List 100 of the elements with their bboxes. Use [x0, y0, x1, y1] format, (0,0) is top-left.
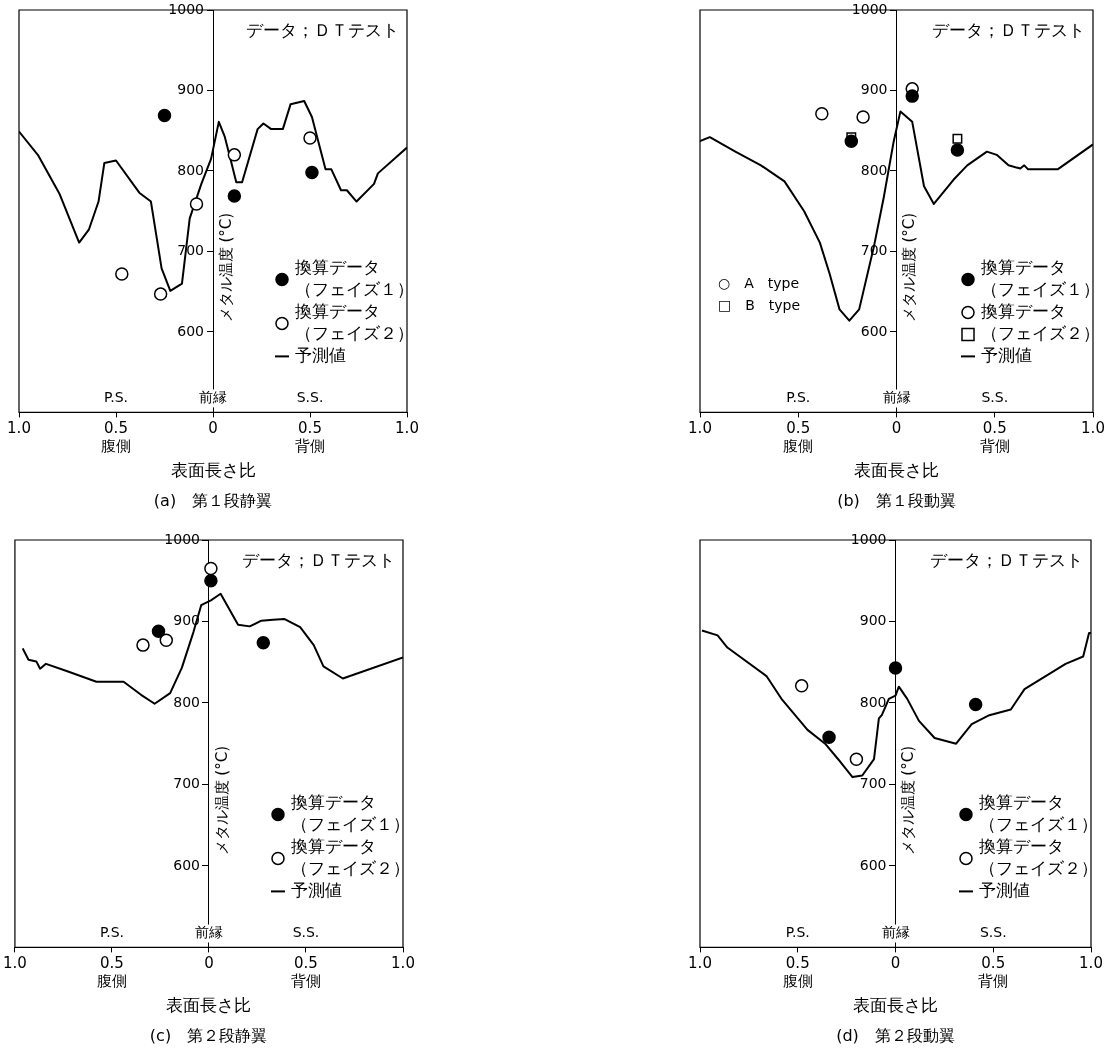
legend-label: 予測値 [981, 344, 1032, 365]
legend-label: 換算データ（フェイズ２） [295, 300, 414, 343]
annotation: S.S. [979, 924, 1007, 941]
x-tick-label: 0 [204, 954, 214, 973]
annotation: データ；ＤＴテスト [246, 20, 399, 41]
y-tick-label: 600 [177, 322, 204, 339]
y-axis-title: メタル温度 (°C) [212, 746, 231, 856]
x-tick-label: 0 [891, 419, 902, 438]
legend-label: 換算データ（フェイズ１） [981, 256, 1100, 299]
annotation: 前縁 [882, 389, 911, 406]
point [950, 143, 965, 157]
x-axis-title: 表面長さ比 [166, 995, 252, 1016]
point [968, 697, 983, 712]
x-tick-label: 0 [890, 954, 901, 973]
point [157, 108, 172, 123]
point [227, 189, 242, 203]
y-axis-title: メタル温度 (°C) [216, 212, 235, 323]
point [905, 89, 919, 103]
text: (a) 第１段静翼 [153, 490, 273, 510]
y-tick-label: 700 [859, 775, 887, 792]
point [849, 752, 864, 766]
point [952, 133, 963, 144]
annotation: S.S. [296, 389, 324, 406]
point [204, 561, 218, 576]
x-tick-label: 1.0 [1079, 954, 1103, 973]
annotation: データ；ＤＴテスト [932, 20, 1085, 41]
annotation: S.S. [981, 389, 1009, 406]
point [151, 624, 166, 639]
y-tick-label: 600 [860, 322, 888, 339]
point [256, 635, 271, 650]
y-tick-label: 700 [173, 775, 200, 792]
point [303, 131, 317, 145]
legend-label: 換算データ（フェイズ１） [979, 791, 1098, 834]
y-tick-label: 1000 [851, 0, 888, 17]
x-tick-label: 0 [208, 419, 218, 438]
annotation: S.S. [292, 924, 320, 941]
x-tick-label: 0.5 背側 [290, 954, 321, 991]
annotation: P.S. [99, 924, 124, 941]
x-tick-label: 0.5 腹側 [101, 419, 131, 456]
point [115, 267, 129, 281]
x-tick-label: 0.5 腹側 [96, 954, 127, 991]
point [136, 638, 150, 652]
y-tick-label: 800 [177, 161, 204, 178]
y-tick-label: 1000 [164, 530, 200, 547]
x-axis-title: 表面長さ比 [170, 460, 256, 481]
legend-label: 換算データ（フェイズ１） [295, 256, 414, 299]
legend-label: 換算データ（フェイズ２） [291, 835, 410, 878]
text: (b) 第１段動翼 [837, 490, 956, 510]
y-tick-label: 900 [177, 81, 204, 98]
text: (c) 第２段静翼 [149, 1025, 268, 1045]
y-tick-label: 600 [859, 856, 887, 873]
point [822, 730, 836, 744]
x-tick-label: 1.0 [688, 419, 712, 438]
point [815, 107, 829, 121]
x-tick-label: 0.5 背側 [979, 419, 1010, 456]
x-tick-label: 0.5 背側 [978, 954, 1009, 991]
x-axis-title: 表面長さ比 [854, 460, 939, 481]
y-tick-label: 1000 [168, 0, 204, 17]
annotation: データ；ＤＴテスト [242, 550, 395, 571]
y-tick-label: 900 [860, 81, 888, 98]
text: (d) 第２段動翼 [836, 1025, 955, 1045]
legend-label: 予測値 [979, 879, 1030, 900]
point [305, 165, 319, 180]
legend-label: 予測値 [291, 879, 342, 900]
point [888, 661, 903, 675]
annotation: ○ A type [718, 275, 800, 292]
x-tick-label: 1.0 [7, 419, 31, 438]
y-tick-label: 1000 [850, 530, 887, 547]
point [159, 633, 174, 647]
annotation: 前縁 [881, 924, 910, 941]
x-axis-title: 表面長さ比 [853, 995, 938, 1016]
annotation: P.S. [786, 389, 811, 406]
x-tick-label: 0.5 腹側 [782, 954, 813, 991]
point [794, 679, 809, 693]
y-axis-title: メタル温度 (°C) [900, 212, 919, 323]
annotation: P.S. [785, 924, 810, 941]
legend-label: 換算データ（フェイズ２） [979, 835, 1098, 878]
legend-label: 予測値 [295, 344, 346, 365]
y-tick-label: 900 [859, 612, 887, 629]
annotation: 前縁 [199, 389, 227, 406]
point [153, 287, 168, 301]
y-tick-label: 800 [859, 693, 887, 710]
point [189, 197, 204, 211]
legend-label: 換算データ（フェイズ１） [291, 791, 410, 834]
y-tick-label: 800 [173, 693, 200, 710]
point [204, 573, 218, 588]
x-tick-label: 0.5 背側 [295, 419, 325, 456]
annotation: 前縁 [194, 924, 223, 941]
point [844, 134, 859, 148]
annotation: データ；ＤＴテスト [930, 550, 1083, 571]
y-tick-label: 800 [860, 161, 888, 178]
x-tick-label: 1.0 [688, 954, 712, 973]
x-tick-label: 1.0 [3, 954, 27, 973]
legend-label: 換算データ（フェイズ２） [981, 300, 1100, 343]
x-tick-label: 0.5 腹側 [783, 419, 814, 456]
point [227, 148, 242, 162]
y-tick-label: 600 [173, 856, 200, 873]
x-tick-label: 1.0 [395, 419, 419, 438]
y-axis-title: メタル温度 (°C) [899, 746, 918, 856]
x-tick-label: 1.0 [391, 954, 415, 973]
